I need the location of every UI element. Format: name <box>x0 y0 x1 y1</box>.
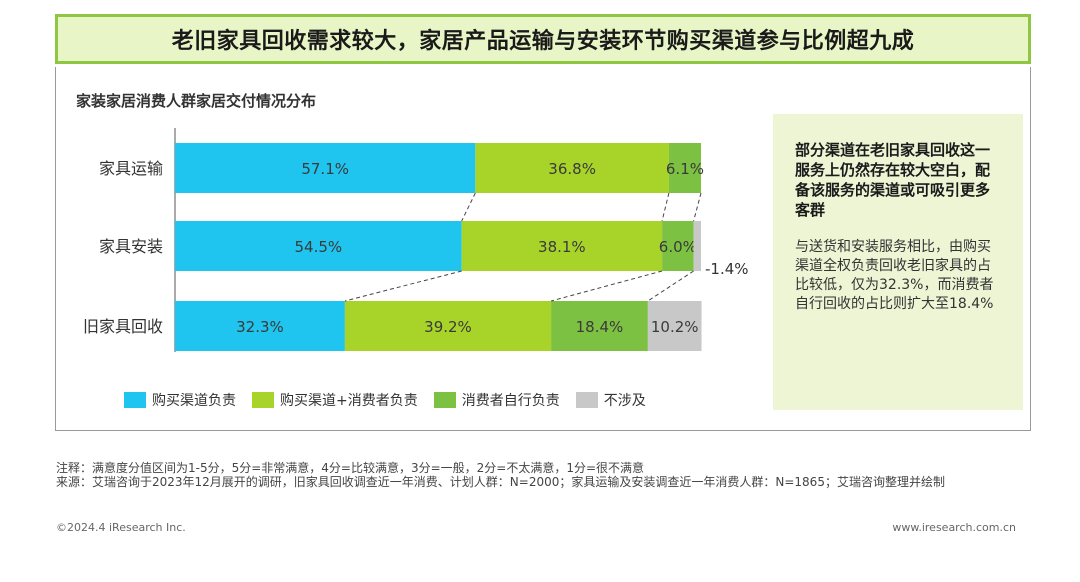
legend-item-series-0: 购买渠道负责 <box>124 390 236 410</box>
chart-legend: 购买渠道负责 购买渠道+消费者负责 消费者自行负责 不涉及 <box>124 390 662 410</box>
legend-item-series-2: 消费者自行负责 <box>433 390 560 410</box>
bar-segment <box>175 221 462 271</box>
connector-line <box>461 192 476 222</box>
legend-label: 不涉及 <box>603 393 646 409</box>
legend-label: 购买渠道+消费者负责 <box>280 393 418 409</box>
legend-swatch <box>433 392 456 408</box>
content-panel <box>55 67 1031 431</box>
connector-line <box>661 192 670 222</box>
legend-label: 消费者自行负责 <box>461 393 560 409</box>
connector-line <box>550 270 663 302</box>
data-label: 57.1% <box>301 160 349 178</box>
legend-item-series-3: 不涉及 <box>575 390 646 410</box>
data-label: 54.5% <box>295 238 343 256</box>
bar-segment <box>461 221 663 271</box>
connector-line <box>344 270 462 302</box>
bar-segment <box>693 221 701 271</box>
bar-segment <box>175 301 345 351</box>
bar-segment <box>662 221 694 271</box>
bar-segment <box>647 301 702 351</box>
data-label: 10.2% <box>651 318 699 336</box>
bar-segment <box>475 143 669 193</box>
bar-segment <box>344 301 552 351</box>
legend-label: 购买渠道负责 <box>152 393 236 409</box>
source-line: 来源：艾瑞咨询于2023年12月展开的调研，旧家具回收调查近一年消费、计划人群：… <box>56 475 945 489</box>
data-label: 38.1% <box>538 238 586 256</box>
data-label: 18.4% <box>576 318 624 336</box>
data-label: 39.2% <box>424 318 472 336</box>
legend-item-series-1: 购买渠道+消费者负责 <box>252 390 418 410</box>
page-title: 老旧家具回收需求较大，家居产品运输与安装环节购买渠道参与比例超九成 <box>171 29 915 54</box>
data-label: 6.1% <box>666 160 704 178</box>
insight-body: 与送货和安装服务相比，由购买渠道全权负责回收老旧家具的占比较低，仅为32.3%，… <box>795 239 994 312</box>
category-label: 旧家具回收 <box>83 317 163 336</box>
insight-headline: 部分渠道在老旧家具回收这一服务上仍然存在较大空白，配备该服务的渠道或可吸引更多客… <box>795 141 991 219</box>
category-label: 家具运输 <box>99 159 163 178</box>
website: www.iresearch.com.cn <box>892 521 1016 534</box>
legend-swatch <box>575 392 598 408</box>
data-label: -1.4% <box>705 260 749 278</box>
title-banner: 老旧家具回收需求较大，家居产品运输与安装环节购买渠道参与比例超九成 <box>55 14 1031 64</box>
legend-swatch <box>252 392 274 408</box>
legend-swatch <box>124 392 146 408</box>
chart-title: 家装家居消费人群家居交付情况分布 <box>76 92 317 110</box>
connector-line <box>693 192 702 222</box>
insight-box: 部分渠道在老旧家具回收这一服务上仍然存在较大空白，配备该服务的渠道或可吸引更多客… <box>773 114 1023 410</box>
data-label: 6.0% <box>659 238 697 256</box>
notes: 注释：满意度分值区间为1-5分，5分=非常满意，4分=比较满意，3分=一般，2分… <box>56 461 1036 489</box>
data-label: 36.8% <box>548 160 596 178</box>
bar-segment <box>551 301 648 351</box>
note-line: 注释：满意度分值区间为1-5分，5分=非常满意，4分=比较满意，3分=一般，2分… <box>56 461 645 475</box>
bar-segment <box>668 143 701 193</box>
connector-line <box>647 270 694 302</box>
copyright: ©2024.4 iResearch Inc. <box>56 521 186 534</box>
bar-segment <box>175 143 476 193</box>
data-label: 32.3% <box>236 318 284 336</box>
category-label: 家具安装 <box>99 237 163 256</box>
